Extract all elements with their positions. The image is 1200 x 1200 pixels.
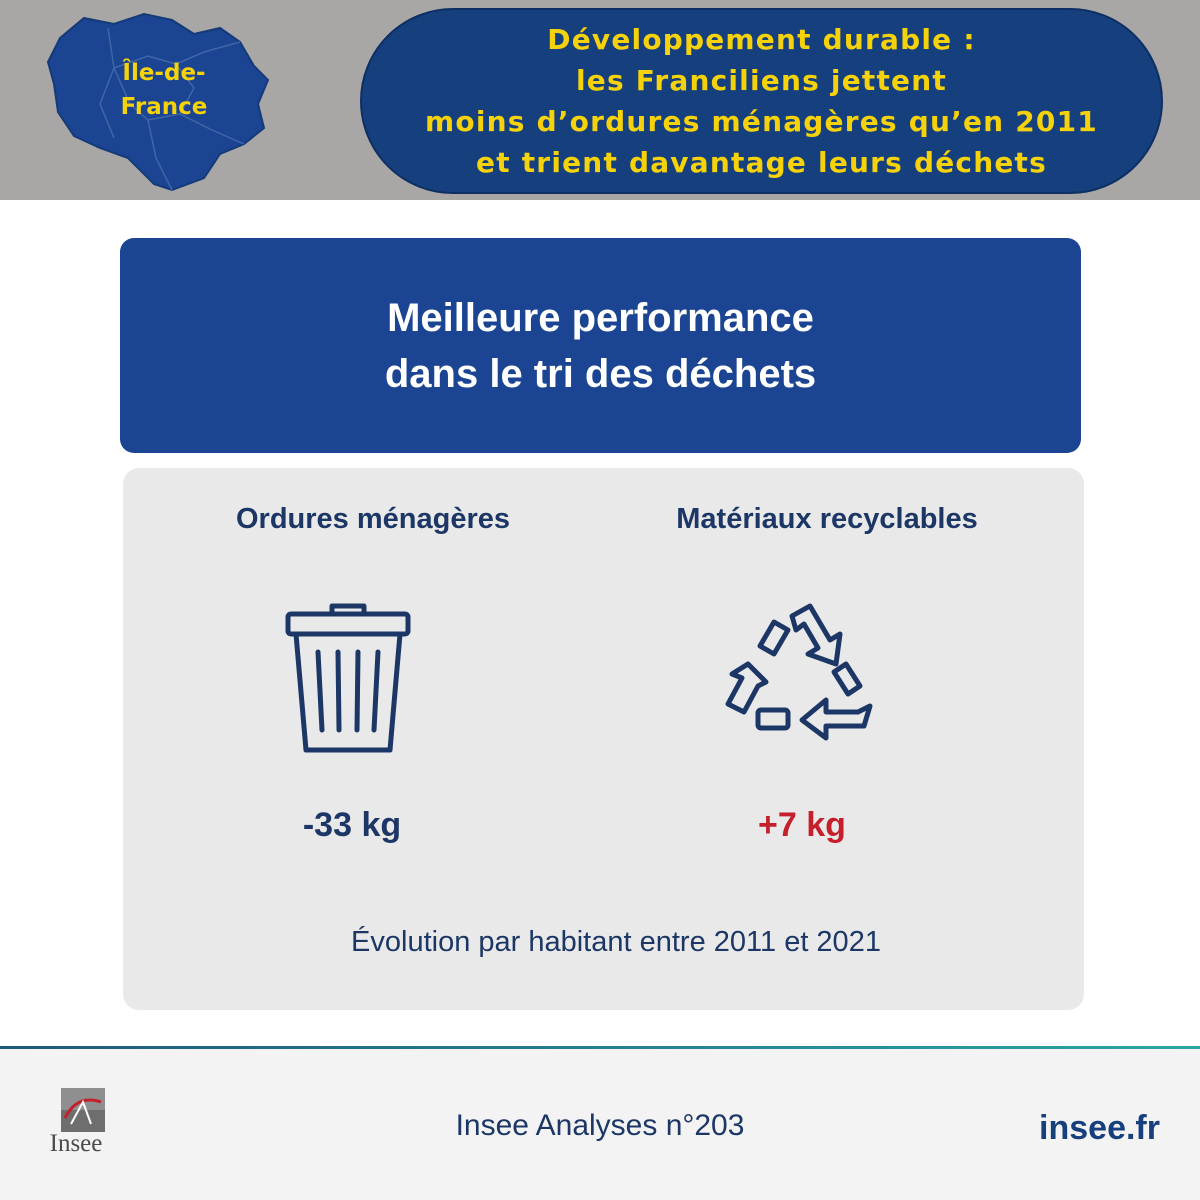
household-waste-title: Ordures ménagères bbox=[235, 503, 510, 535]
recyclables-title: Matériaux recyclables bbox=[676, 503, 978, 535]
insee-website-link[interactable]: insee.fr bbox=[1039, 1109, 1160, 1147]
headline-box: Meilleure performance dans le tri des dé… bbox=[120, 238, 1081, 453]
header-band: Île-de- France Développement durable : l… bbox=[0, 0, 1200, 200]
footer bbox=[0, 1049, 1200, 1200]
title-line-2: les Franciliens jettent bbox=[576, 64, 947, 97]
footer-divider bbox=[0, 1046, 1200, 1049]
household-waste-value: -33 kg bbox=[302, 806, 402, 844]
title-line-4: et trient davantage leurs déchets bbox=[476, 146, 1047, 179]
headline-line-2: dans le tri des déchets bbox=[384, 351, 817, 396]
title-line-1: Développement durable : bbox=[547, 23, 976, 56]
title-line-3: moins d’ordures ménagères qu’en 2011 bbox=[425, 105, 1098, 138]
headline-line-1: Meilleure performance bbox=[387, 295, 814, 340]
evolution-footnote: Évolution par habitant entre 2011 et 202… bbox=[351, 926, 881, 958]
ile-de-france-map-icon bbox=[46, 12, 270, 192]
region-label: Île-de- France bbox=[100, 56, 228, 124]
recycle-icon bbox=[725, 603, 873, 741]
publication-reference: Insee Analyses n°203 bbox=[455, 1109, 745, 1142]
trash-bin-icon bbox=[285, 603, 411, 753]
title-banner: Développement durable : les Franciliens … bbox=[360, 8, 1163, 194]
region-label-line-1: Île-de- bbox=[122, 60, 206, 86]
insee-logo: Insee bbox=[40, 1088, 112, 1162]
recyclables-value: +7 kg bbox=[758, 806, 846, 844]
insee-logo-text: Insee bbox=[49, 1130, 103, 1157]
stats-panel bbox=[123, 468, 1084, 1010]
insee-logo-mark-icon bbox=[61, 1088, 105, 1132]
region-label-line-2: France bbox=[120, 94, 208, 120]
